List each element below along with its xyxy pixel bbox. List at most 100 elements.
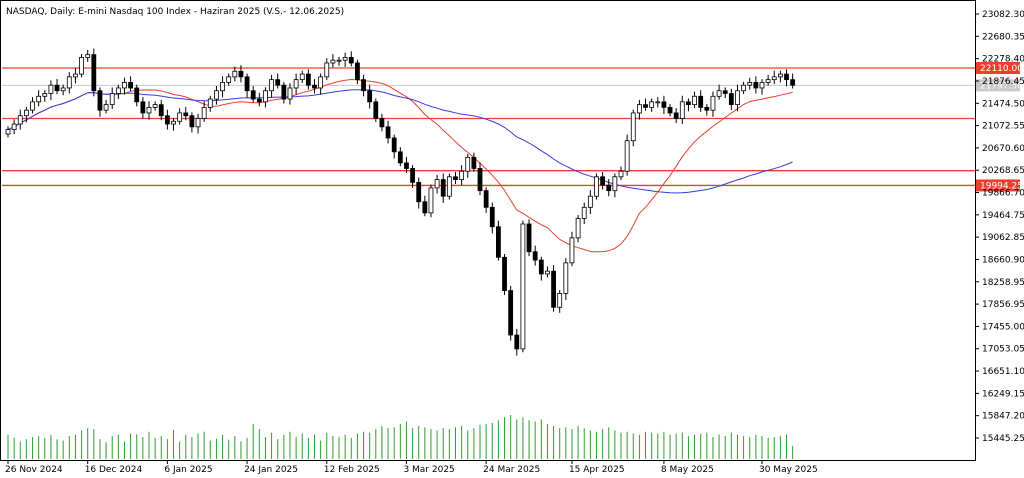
chart-title: NASDAQ, Daily: E-mini Nasdaq 100 Index -… <box>6 7 344 17</box>
candle-up <box>152 104 158 108</box>
candle-up <box>434 179 440 189</box>
y-tick-label: 19464.75 <box>982 211 1024 221</box>
candle-up <box>214 90 219 100</box>
candle-up <box>575 218 581 239</box>
candle-up <box>747 82 753 86</box>
candle-down <box>379 118 385 128</box>
level-price-label: 19994.25 <box>980 181 1023 191</box>
candle-up <box>759 82 765 89</box>
candle-down <box>483 190 489 208</box>
candle-up <box>649 101 655 108</box>
candle-up <box>465 156 471 172</box>
candle-down <box>189 115 195 128</box>
candle-up <box>287 87 293 100</box>
candle-down <box>97 90 103 111</box>
y-tick-label: 15445.25 <box>982 434 1024 444</box>
candle-down <box>134 87 140 103</box>
candle-up <box>771 76 777 81</box>
candle-down <box>508 290 514 336</box>
candle-down <box>348 57 354 64</box>
candle-up <box>716 90 722 97</box>
y-tick-label: 18660.90 <box>982 255 1024 265</box>
candle-up <box>446 176 452 197</box>
candle-down <box>704 106 710 111</box>
candle-up <box>103 104 109 111</box>
candle-down <box>477 168 483 192</box>
candle-down <box>256 98 262 103</box>
candle-up <box>581 206 587 219</box>
candle-down <box>404 162 409 169</box>
candle-up <box>336 59 342 62</box>
candle-up <box>122 82 127 89</box>
y-tick-label: 22278.40 <box>982 55 1024 65</box>
y-tick-label: 17455.00 <box>982 322 1024 332</box>
candle-down <box>305 73 311 86</box>
candle-up <box>73 73 78 78</box>
candle-up <box>115 87 121 94</box>
candle-down <box>410 168 415 183</box>
candle-down <box>495 226 501 258</box>
y-tick-label: 17856.95 <box>982 300 1024 310</box>
y-tick-label: 16651.10 <box>982 367 1024 377</box>
candle-down <box>784 73 789 81</box>
candle-down <box>686 101 691 106</box>
candle-up <box>109 93 115 106</box>
candle-down <box>606 184 612 192</box>
candle-down <box>728 93 734 106</box>
candle-up <box>66 76 72 89</box>
y-tick-label: 16249.15 <box>982 389 1024 399</box>
candle-down <box>790 79 796 86</box>
candle-down <box>91 54 97 92</box>
candle-down <box>281 84 287 100</box>
candle-down <box>54 84 60 92</box>
candle-down <box>164 115 170 125</box>
candle-up <box>60 87 66 92</box>
candle-down <box>128 82 134 89</box>
candle-down <box>422 201 428 214</box>
candle-up <box>85 54 91 58</box>
candle-up <box>630 112 636 142</box>
candle-down <box>502 256 507 292</box>
candle-up <box>710 95 716 111</box>
x-tick-label: 8 May 2025 <box>661 465 714 475</box>
candle-up <box>520 223 526 350</box>
x-tick-label: 6 Jan 2025 <box>164 465 212 475</box>
candle-down <box>275 79 281 86</box>
candle-up <box>146 106 152 114</box>
candle-up <box>195 118 201 128</box>
x-tick-label: 30 May 2025 <box>759 465 818 475</box>
candle-up <box>636 104 642 114</box>
y-tick-label: 17053.05 <box>982 345 1024 355</box>
candle-up <box>220 82 225 92</box>
candle-up <box>42 93 48 97</box>
current-price-tag <box>976 79 1020 92</box>
candle-down <box>440 179 446 197</box>
candle-down <box>373 101 379 119</box>
candle-up <box>741 84 746 92</box>
candle-up <box>612 176 618 192</box>
candle-down <box>367 90 373 103</box>
x-tick-label: 12 Feb 2025 <box>324 465 380 475</box>
y-tick-label: 15847.20 <box>982 412 1024 422</box>
candle-down <box>532 251 538 261</box>
y-tick-label: 23082.30 <box>982 10 1024 20</box>
candle-down <box>667 106 673 114</box>
candle-up <box>569 237 575 264</box>
plot-frame <box>0 0 976 461</box>
candle-down <box>391 137 397 153</box>
candle-up <box>299 73 305 81</box>
candle-up <box>269 79 274 92</box>
candle-down <box>244 76 250 92</box>
candle-up <box>557 292 563 308</box>
y-tick-label: 20268.65 <box>982 166 1024 176</box>
candle-up <box>36 95 42 103</box>
candle-up <box>428 187 434 214</box>
x-tick-label: 24 Jan 2025 <box>244 465 298 475</box>
y-tick-label: 18258.95 <box>982 278 1024 288</box>
y-tick-label: 21474.50 <box>982 99 1024 109</box>
candle-up <box>735 90 740 106</box>
candle-up <box>342 57 348 61</box>
candle-up <box>545 270 550 275</box>
candle-up <box>5 129 11 135</box>
